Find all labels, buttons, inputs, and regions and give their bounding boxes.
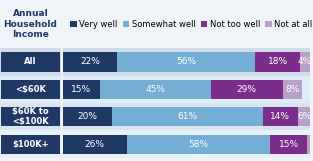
- Text: $100K+: $100K+: [12, 140, 49, 149]
- Text: 20%: 20%: [77, 112, 97, 121]
- Text: 56%: 56%: [176, 57, 196, 66]
- Bar: [283, 80, 302, 99]
- Bar: [0, 103, 61, 130]
- Bar: [112, 107, 263, 126]
- Bar: [63, 103, 310, 130]
- Bar: [0, 130, 61, 158]
- Text: 4%: 4%: [298, 57, 312, 66]
- Text: All: All: [24, 57, 37, 66]
- Bar: [117, 52, 255, 72]
- Bar: [300, 52, 310, 72]
- Text: 15%: 15%: [71, 85, 91, 94]
- Bar: [255, 52, 300, 72]
- Bar: [1, 52, 60, 72]
- Text: 18%: 18%: [268, 57, 288, 66]
- Bar: [63, 52, 117, 72]
- Text: Annual
Household
Income: Annual Household Income: [3, 9, 58, 39]
- Legend: Very well, Somewhat well, Not too well, Not at all well: Very well, Somewhat well, Not too well, …: [67, 16, 313, 32]
- Bar: [63, 48, 310, 76]
- Bar: [63, 130, 310, 158]
- Text: 61%: 61%: [177, 112, 198, 121]
- Bar: [211, 80, 283, 99]
- Bar: [63, 135, 127, 154]
- Text: 6%: 6%: [298, 112, 312, 121]
- Text: 15%: 15%: [279, 140, 299, 149]
- Text: 22%: 22%: [80, 57, 100, 66]
- Bar: [1, 135, 60, 154]
- Bar: [0, 48, 61, 76]
- Text: 45%: 45%: [145, 85, 165, 94]
- Bar: [297, 107, 312, 126]
- Text: $60K to
<$100K: $60K to <$100K: [12, 107, 49, 126]
- Text: <$60K: <$60K: [15, 85, 46, 94]
- Bar: [100, 80, 211, 99]
- Text: 58%: 58%: [188, 140, 209, 149]
- Text: 29%: 29%: [237, 85, 257, 94]
- Bar: [1, 107, 60, 126]
- Text: 14%: 14%: [270, 112, 290, 121]
- Text: 26%: 26%: [85, 140, 105, 149]
- Bar: [263, 107, 297, 126]
- Bar: [307, 135, 310, 154]
- Bar: [127, 135, 270, 154]
- Bar: [270, 135, 307, 154]
- Bar: [63, 76, 310, 103]
- Bar: [1, 80, 60, 99]
- Bar: [0, 76, 61, 103]
- Text: 8%: 8%: [285, 85, 300, 94]
- Bar: [63, 80, 100, 99]
- Bar: [63, 107, 112, 126]
